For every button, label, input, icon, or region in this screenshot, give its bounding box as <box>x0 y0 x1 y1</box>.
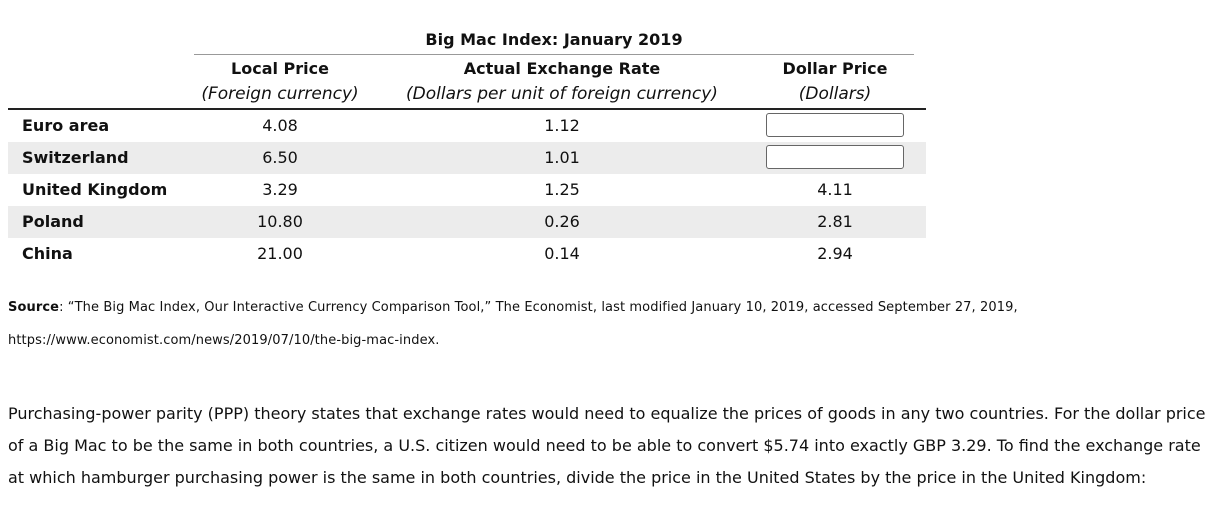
source-note: Source: “The Big Mac Index, Our Interact… <box>8 291 1218 357</box>
table-body: Euro area 4.08 1.12 Switzerland 6.50 1.0… <box>8 110 926 270</box>
dollar-price-cell: 2.94 <box>817 244 853 263</box>
header-exchange-rate: Actual Exchange Rate (Dollars per unit o… <box>394 58 730 110</box>
local-price-cell: 21.00 <box>257 244 303 263</box>
dollar-price-cell: 4.11 <box>817 180 853 199</box>
header-local-sub: (Foreign currency) <box>201 84 359 104</box>
dollar-price-cell: 2.81 <box>817 212 853 231</box>
source-text: : “The Big Mac Index, Our Interactive Cu… <box>59 300 1018 315</box>
header-dollar-title: Dollar Price <box>782 59 888 78</box>
header-rate-sub: (Dollars per unit of foreign currency) <box>406 84 718 104</box>
header-local-price: Local Price (Foreign currency) <box>194 58 366 110</box>
table-row-euro-area: Euro area 4.08 1.12 <box>8 110 926 142</box>
source-label: Source <box>8 300 60 315</box>
caption-divider <box>194 54 914 55</box>
local-price-cell: 3.29 <box>262 180 298 199</box>
table-row-united-kingdom: United Kingdom 3.29 1.25 4.11 <box>8 174 926 206</box>
local-price-cell: 10.80 <box>257 212 303 231</box>
header-dollar-price: Dollar Price (Dollars) <box>770 58 900 110</box>
table-row-switzerland: Switzerland 6.50 1.01 <box>8 142 926 174</box>
table-caption: Big Mac Index: January 2019 <box>425 30 683 49</box>
country-cell: China <box>22 244 73 263</box>
exchange-rate-cell: 1.12 <box>544 116 580 135</box>
ppp-explanation-paragraph: Purchasing-power parity (PPP) theory sta… <box>8 404 1206 487</box>
exchange-rate-cell: 1.25 <box>544 180 580 199</box>
header-divider <box>8 108 926 110</box>
header-local-title: Local Price <box>231 59 329 78</box>
table-row-poland: Poland 10.80 0.26 2.81 <box>8 206 926 238</box>
country-cell: Switzerland <box>22 148 129 167</box>
country-cell: United Kingdom <box>22 180 168 199</box>
exchange-rate-cell: 1.01 <box>544 148 580 167</box>
local-price-cell: 6.50 <box>262 148 298 167</box>
country-cell: Poland <box>22 212 84 231</box>
exchange-rate-cell: 0.14 <box>544 244 580 263</box>
dollar-price-input-switzerland[interactable] <box>766 145 904 169</box>
table-row-china: China 21.00 0.14 2.94 <box>8 238 926 270</box>
header-dollar-sub: (Dollars) <box>798 84 872 104</box>
exchange-rate-cell: 0.26 <box>544 212 580 231</box>
header-rate-title: Actual Exchange Rate <box>463 59 661 78</box>
dollar-price-input-euro-area[interactable] <box>766 113 904 137</box>
source-url: https://www.economist.com/news/2019/07/1… <box>8 333 440 348</box>
country-cell: Euro area <box>22 116 110 135</box>
local-price-cell: 4.08 <box>262 116 298 135</box>
